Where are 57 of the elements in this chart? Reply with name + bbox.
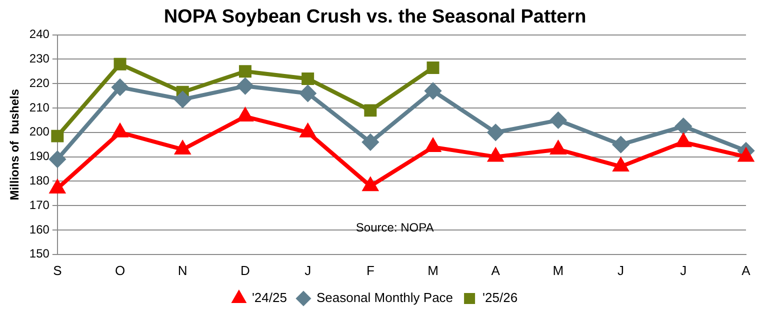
- point: [237, 78, 254, 94]
- legend-label: '25/26: [482, 290, 518, 306]
- point: [612, 136, 629, 153]
- y-tick-label: 160: [29, 222, 50, 236]
- y-tick-label: 180: [29, 174, 50, 188]
- y-tick-label: 220: [29, 76, 50, 90]
- y-tick-label: 170: [29, 198, 50, 212]
- point: [738, 148, 754, 162]
- x-tick-label: O: [114, 262, 126, 278]
- x-tick-label: N: [178, 262, 188, 278]
- point: [114, 58, 126, 70]
- point: [112, 79, 128, 96]
- point: [175, 141, 190, 154]
- y-tick-label: 230: [29, 52, 50, 66]
- point: [302, 72, 314, 85]
- y-tick-label: 240: [29, 27, 50, 42]
- point: [300, 124, 316, 138]
- x-tick-label: D: [240, 262, 250, 278]
- point: [238, 65, 252, 78]
- annotation: Source: NOPA: [356, 220, 434, 235]
- y-tick-label: 150: [29, 246, 50, 261]
- point: [300, 85, 316, 102]
- y-tick-label: 190: [29, 149, 50, 164]
- x-tick-label: M: [552, 262, 564, 278]
- legend-label: Seasonal Monthly Pace: [316, 290, 454, 306]
- x-tick-label: J: [680, 262, 687, 278]
- point: [50, 180, 65, 194]
- x-tick-label: J: [618, 262, 624, 278]
- point: [614, 158, 628, 172]
- chart-title: NOPA Soybean Crush vs. the Seasonal Pattern: [164, 6, 586, 28]
- point: [238, 108, 252, 122]
- legend-label: '24/25: [252, 290, 287, 306]
- point: [426, 62, 440, 74]
- point: [49, 151, 66, 168]
- point: [550, 112, 566, 128]
- point: [363, 178, 378, 192]
- x-tick-label: A: [491, 262, 500, 278]
- point: [551, 141, 566, 154]
- point: [112, 124, 128, 138]
- point: [675, 118, 692, 134]
- point: [488, 124, 504, 140]
- y-tick-label: 210: [29, 100, 50, 114]
- point: [426, 139, 440, 152]
- x-tick-label: M: [428, 262, 438, 278]
- y-axis-title: Millions of bushels: [8, 88, 22, 200]
- point: [362, 134, 378, 150]
- point: [51, 130, 64, 142]
- point: [676, 134, 691, 148]
- x-tick-label: F: [366, 262, 374, 278]
- point: [488, 148, 503, 162]
- x-tick-label: J: [304, 262, 312, 278]
- point: [364, 104, 377, 117]
- point: [174, 91, 191, 108]
- x-tick-label: A: [742, 262, 751, 278]
- point: [425, 82, 442, 99]
- x-tick-label: S: [53, 262, 62, 278]
- y-tick-label: 200: [29, 124, 50, 139]
